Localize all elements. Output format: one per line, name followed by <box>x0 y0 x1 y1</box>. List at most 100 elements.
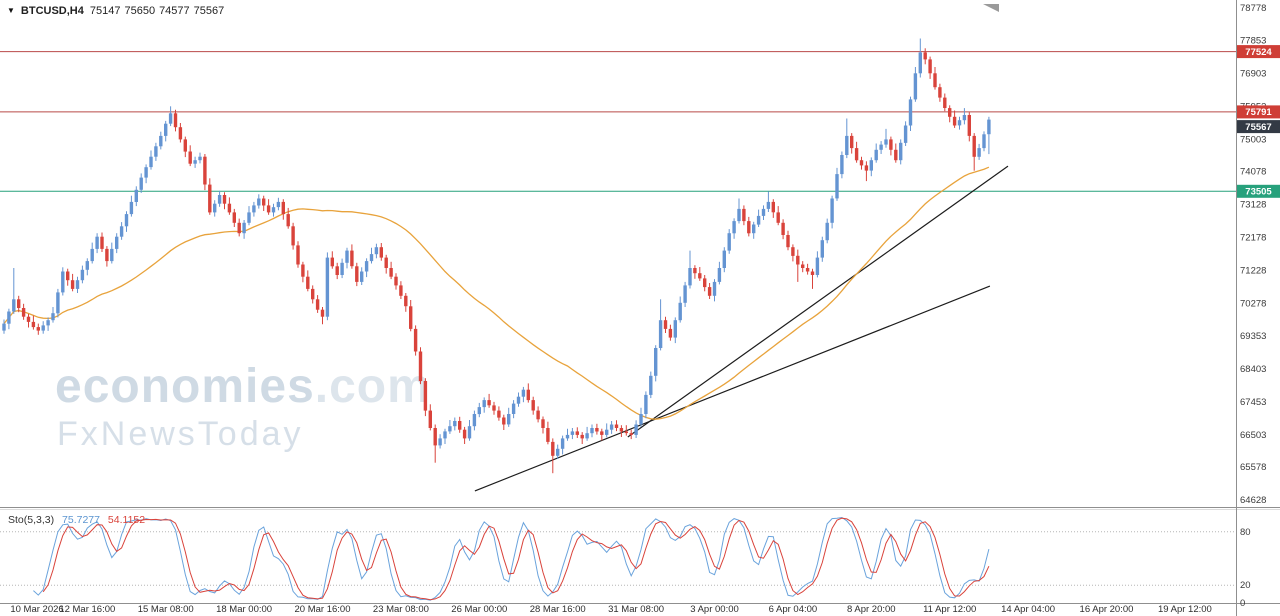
candle-body <box>115 236 119 249</box>
candle-body <box>149 156 153 168</box>
candle-body <box>771 201 775 213</box>
candle-body <box>987 119 991 135</box>
time-axis-label: 10 Mar 2026 <box>10 604 63 615</box>
candle-body <box>639 414 643 425</box>
candle-body <box>409 306 413 329</box>
chart-shift-triangle-icon[interactable] <box>983 4 999 12</box>
price-badge <box>1237 45 1280 59</box>
candle-body <box>311 288 315 300</box>
candle-body <box>320 309 325 317</box>
candle-body <box>879 144 883 150</box>
time-axis-label: 18 Mar 00:00 <box>216 604 272 615</box>
candle-body <box>624 431 628 434</box>
time-axis-label: 28 Mar 16:00 <box>530 604 586 615</box>
candle-body <box>928 59 932 74</box>
candle-body <box>61 271 65 293</box>
candle-body <box>644 394 648 414</box>
candle-body <box>820 240 824 258</box>
candle-body <box>693 268 697 274</box>
candle-body <box>360 271 364 282</box>
time-axis-label: 6 Apr 04:00 <box>769 604 818 615</box>
candle-body <box>462 429 467 439</box>
ascending-trendline[interactable] <box>627 165 1009 438</box>
candle-body <box>600 431 604 435</box>
candle-body <box>884 139 888 145</box>
candle-body <box>688 268 692 286</box>
stochastic-label: Sto(5,3,3) 75.7277 54.1152 <box>8 514 145 526</box>
time-axis-label: 23 Mar 08:00 <box>373 604 429 615</box>
chart-shift-marker-icon[interactable] <box>983 4 999 12</box>
price-axis-label: 75003 <box>1240 135 1266 146</box>
candle-body <box>810 271 815 275</box>
candle-body <box>766 201 771 209</box>
candle-body <box>629 433 633 435</box>
trendlines[interactable] <box>474 165 1009 492</box>
candle-body <box>247 212 251 223</box>
candle-body <box>786 235 790 248</box>
candle-body <box>683 285 687 303</box>
ascending-trendline[interactable] <box>474 285 991 492</box>
stoch-axis-label: 20 <box>1240 580 1251 591</box>
price-axis-label: 76903 <box>1240 68 1266 79</box>
candle-body <box>262 198 266 206</box>
candle-body <box>105 248 109 262</box>
candle-body <box>41 325 45 331</box>
candle-body <box>227 203 232 213</box>
candle-body <box>438 438 442 446</box>
price-axis-label: 71228 <box>1240 266 1266 277</box>
candle-body <box>580 434 584 439</box>
stoch-signal-line <box>42 517 990 601</box>
candle-body <box>296 245 300 265</box>
price-badge-value: 73505 <box>1245 187 1272 198</box>
symbol-dropdown-icon[interactable]: ▼ <box>7 6 15 15</box>
candle-body <box>565 434 570 439</box>
time-axis-label: 14 Apr 04:00 <box>1001 604 1055 615</box>
candle-body <box>472 414 477 427</box>
candle-body <box>556 448 560 456</box>
candle-body <box>208 184 212 213</box>
candle-body <box>663 320 668 329</box>
candle-body <box>364 261 369 272</box>
price-axis-label: 70278 <box>1240 299 1266 310</box>
candle-body <box>217 195 222 204</box>
candle-body <box>257 198 261 206</box>
candle-body <box>634 424 638 435</box>
candle-body <box>962 115 967 121</box>
candle-body <box>95 236 99 249</box>
candle-body <box>428 410 432 428</box>
horizontal-level-lines[interactable] <box>0 51 1237 192</box>
candle-body <box>374 247 379 255</box>
time-axis-label: 26 Mar 00:00 <box>451 604 507 615</box>
candle-body <box>276 201 281 208</box>
price-badge <box>1237 105 1280 119</box>
candle-body <box>90 248 94 262</box>
time-axis-label: 12 Mar 16:00 <box>59 604 115 615</box>
candle-body <box>590 428 594 434</box>
candle-body <box>21 308 26 317</box>
candle-body <box>110 248 114 262</box>
candle-body <box>707 287 712 296</box>
candle-body <box>531 400 535 411</box>
candle-body <box>271 207 276 213</box>
moving-average-line <box>3 166 990 420</box>
candle-body <box>355 266 359 282</box>
candle-body <box>913 73 918 100</box>
candle-body <box>453 421 457 427</box>
price-axis[interactable]: 7877877853769037595375003740787312872178… <box>1236 0 1267 616</box>
candle-body <box>859 160 864 166</box>
candle-body <box>801 264 805 268</box>
candle-body <box>222 195 227 204</box>
stoch-main-line <box>33 516 990 601</box>
candle-body <box>17 299 21 308</box>
candle-body <box>129 201 134 215</box>
candle-body <box>433 428 437 446</box>
candle-body <box>315 299 320 310</box>
symbol-timeframe-label: BTCUSD,H4 <box>20 5 84 17</box>
candle-body <box>306 276 310 289</box>
candle-body <box>26 316 31 322</box>
candle-body <box>2 323 6 331</box>
candle-body <box>673 320 677 338</box>
candle-body <box>281 201 285 215</box>
